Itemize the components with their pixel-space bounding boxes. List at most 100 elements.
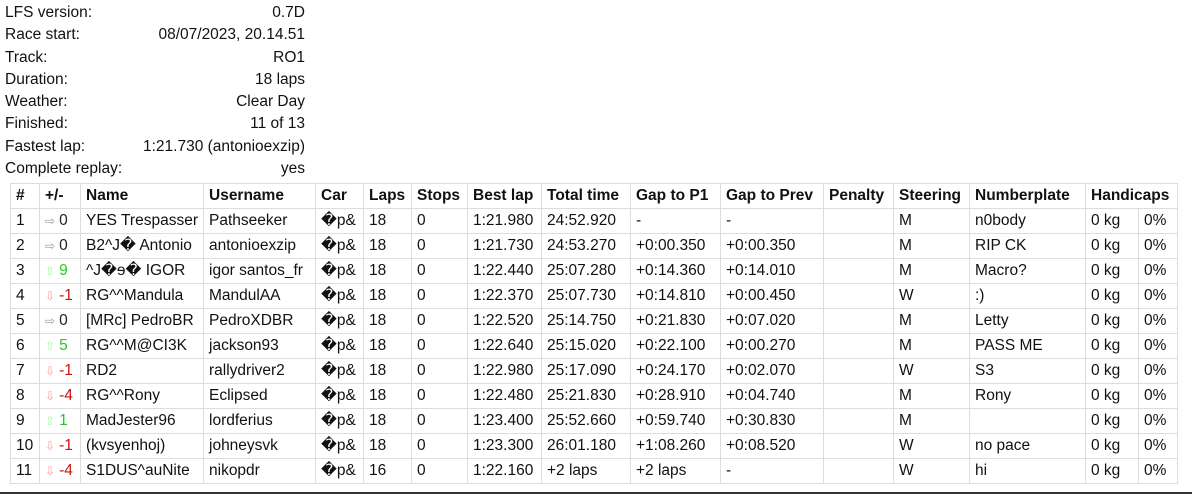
table-row: 7 ⇩ -1 RD2 rallydriver2 �p& 18 0 1:22.980 25:17.0… (10, 358, 1179, 384)
cell-plate: RIP CK (969, 233, 1086, 259)
position-change: ⇨ 0 (39, 208, 81, 234)
cell-pct: 0% (1137, 408, 1179, 434)
cell-plate: hi (969, 458, 1086, 484)
cell-gapprev: +0:00.270 (720, 333, 824, 359)
cell-car: �p& (315, 258, 364, 284)
table-row: 2 ⇨ 0 B2^J� Antonio antonioexzip �p& 18 0 1:21.7… (10, 233, 1179, 259)
cell-laps: 18 (363, 408, 412, 434)
position-change: ⇧ 1 (39, 408, 81, 434)
cell-steer: M (893, 333, 970, 359)
cell-plate: Letty (969, 308, 1086, 334)
cell-gapprev: +0:02.070 (720, 358, 824, 384)
cell-gap1: +0:22.100 (630, 333, 721, 359)
column-header: Gap to P1 (630, 183, 721, 209)
position-change: ⇩ -1 (39, 283, 81, 309)
arrow-down-icon: ⇩ (45, 364, 56, 378)
position-change: ⇨ 0 (39, 308, 81, 334)
cell-name: ^J�ɘ� IGOR (80, 258, 204, 284)
cell-plate (969, 408, 1086, 434)
cell-car: �p& (315, 408, 364, 434)
column-header: Total time (541, 183, 631, 209)
info-row: LFS version: 0.7D (5, 2, 305, 24)
position: 7 (10, 358, 40, 384)
change-value: -4 (59, 387, 73, 404)
cell-steer: W (893, 358, 970, 384)
info-value: 11 of 13 (250, 115, 305, 133)
cell-gap1: +1:08.260 (630, 433, 721, 459)
cell-steer: M (893, 208, 970, 234)
cell-pct: 0% (1137, 283, 1179, 309)
info-label: Weather: (5, 93, 68, 111)
cell-plate: PASS ME (969, 333, 1086, 359)
cell-gap1: +0:00.350 (630, 233, 721, 259)
cell-total: 25:52.660 (541, 408, 631, 434)
cell-kg: 0 kg (1085, 333, 1139, 359)
cell-gapprev: +0:30.830 (720, 408, 824, 434)
race-info: LFS version: 0.7D Race start: 08/07/2023, 2… (5, 2, 305, 180)
change-value: 0 (59, 312, 68, 329)
cell-kg: 0 kg (1085, 408, 1139, 434)
cell-total: 25:14.750 (541, 308, 631, 334)
change-value: 0 (59, 212, 68, 229)
cell-penalty (823, 308, 894, 334)
cell-stops: 0 (411, 433, 468, 459)
cell-stops: 0 (411, 458, 468, 484)
position: 10 (10, 433, 40, 459)
table-row: 10 ⇩ -1 (kvsyenhoj) johneysvk �p& 18 0 1:23.300 2… (10, 433, 1179, 459)
info-value: 1:21.730 (antonioexzip) (142, 137, 305, 155)
position: 4 (10, 283, 40, 309)
cell-stops: 0 (411, 283, 468, 309)
cell-pct: 0% (1137, 233, 1179, 259)
column-header: +/- (39, 183, 81, 209)
position: 3 (10, 258, 40, 284)
cell-steer: M (893, 383, 970, 409)
column-header: Car (315, 183, 364, 209)
cell-gap1: +0:24.170 (630, 358, 721, 384)
cell-user: PedroXDBR (203, 308, 316, 334)
cell-laps: 16 (363, 458, 412, 484)
cell-plate: S3 (969, 358, 1086, 384)
cell-plate: n0body (969, 208, 1086, 234)
cell-steer: M (893, 258, 970, 284)
cell-total: 25:07.730 (541, 283, 631, 309)
info-value: RO1 (273, 48, 305, 66)
cell-user: Pathseeker (203, 208, 316, 234)
info-row: Complete replay: yes (5, 158, 305, 180)
column-header: Stops (411, 183, 468, 209)
arrow-down-icon: ⇩ (45, 464, 56, 478)
cell-kg: 0 kg (1085, 383, 1139, 409)
arrow-right-icon: ⇨ (45, 239, 56, 253)
column-header: Handicaps (1084, 183, 1179, 209)
info-value: 0.7D (272, 4, 305, 21)
cell-stops: 0 (411, 258, 468, 284)
table-row: 8 ⇩ -4 RG^^Rony Eclipsed �p& 18 0 1:22.480 25:21.… (10, 383, 1179, 409)
info-value: Clear Day (236, 93, 305, 111)
info-row: Track: RO1 (5, 47, 305, 69)
cell-best: 1:23.400 (467, 408, 542, 434)
cell-user: Eclipsed (203, 383, 316, 409)
position: 5 (10, 308, 40, 334)
cell-car: �p& (315, 458, 364, 484)
cell-penalty (823, 433, 894, 459)
cell-user: antonioexzip (203, 233, 316, 259)
cell-car: �p& (315, 233, 364, 259)
cell-best: 1:22.980 (467, 358, 542, 384)
info-row: Weather: Clear Day (5, 91, 305, 113)
cell-kg: 0 kg (1085, 233, 1139, 259)
change-value: -1 (59, 437, 73, 454)
cell-laps: 18 (363, 308, 412, 334)
position: 1 (10, 208, 40, 234)
cell-stops: 0 (411, 408, 468, 434)
change-value: -4 (59, 462, 73, 479)
cell-gap1: +0:21.830 (630, 308, 721, 334)
position-change: ⇩ -4 (39, 383, 81, 409)
cell-penalty (823, 458, 894, 484)
info-row: Finished: 11 of 13 (5, 113, 305, 135)
cell-name: MadJester96 (80, 408, 204, 434)
cell-user: MandulAA (203, 283, 316, 309)
cell-gapprev: +0:08.520 (720, 433, 824, 459)
cell-steer: W (893, 283, 970, 309)
cell-total: 25:07.280 (541, 258, 631, 284)
results-table: # +/- Name Username Car Laps Stops Best lap Tota… (10, 183, 1179, 484)
cell-car: �p& (315, 358, 364, 384)
